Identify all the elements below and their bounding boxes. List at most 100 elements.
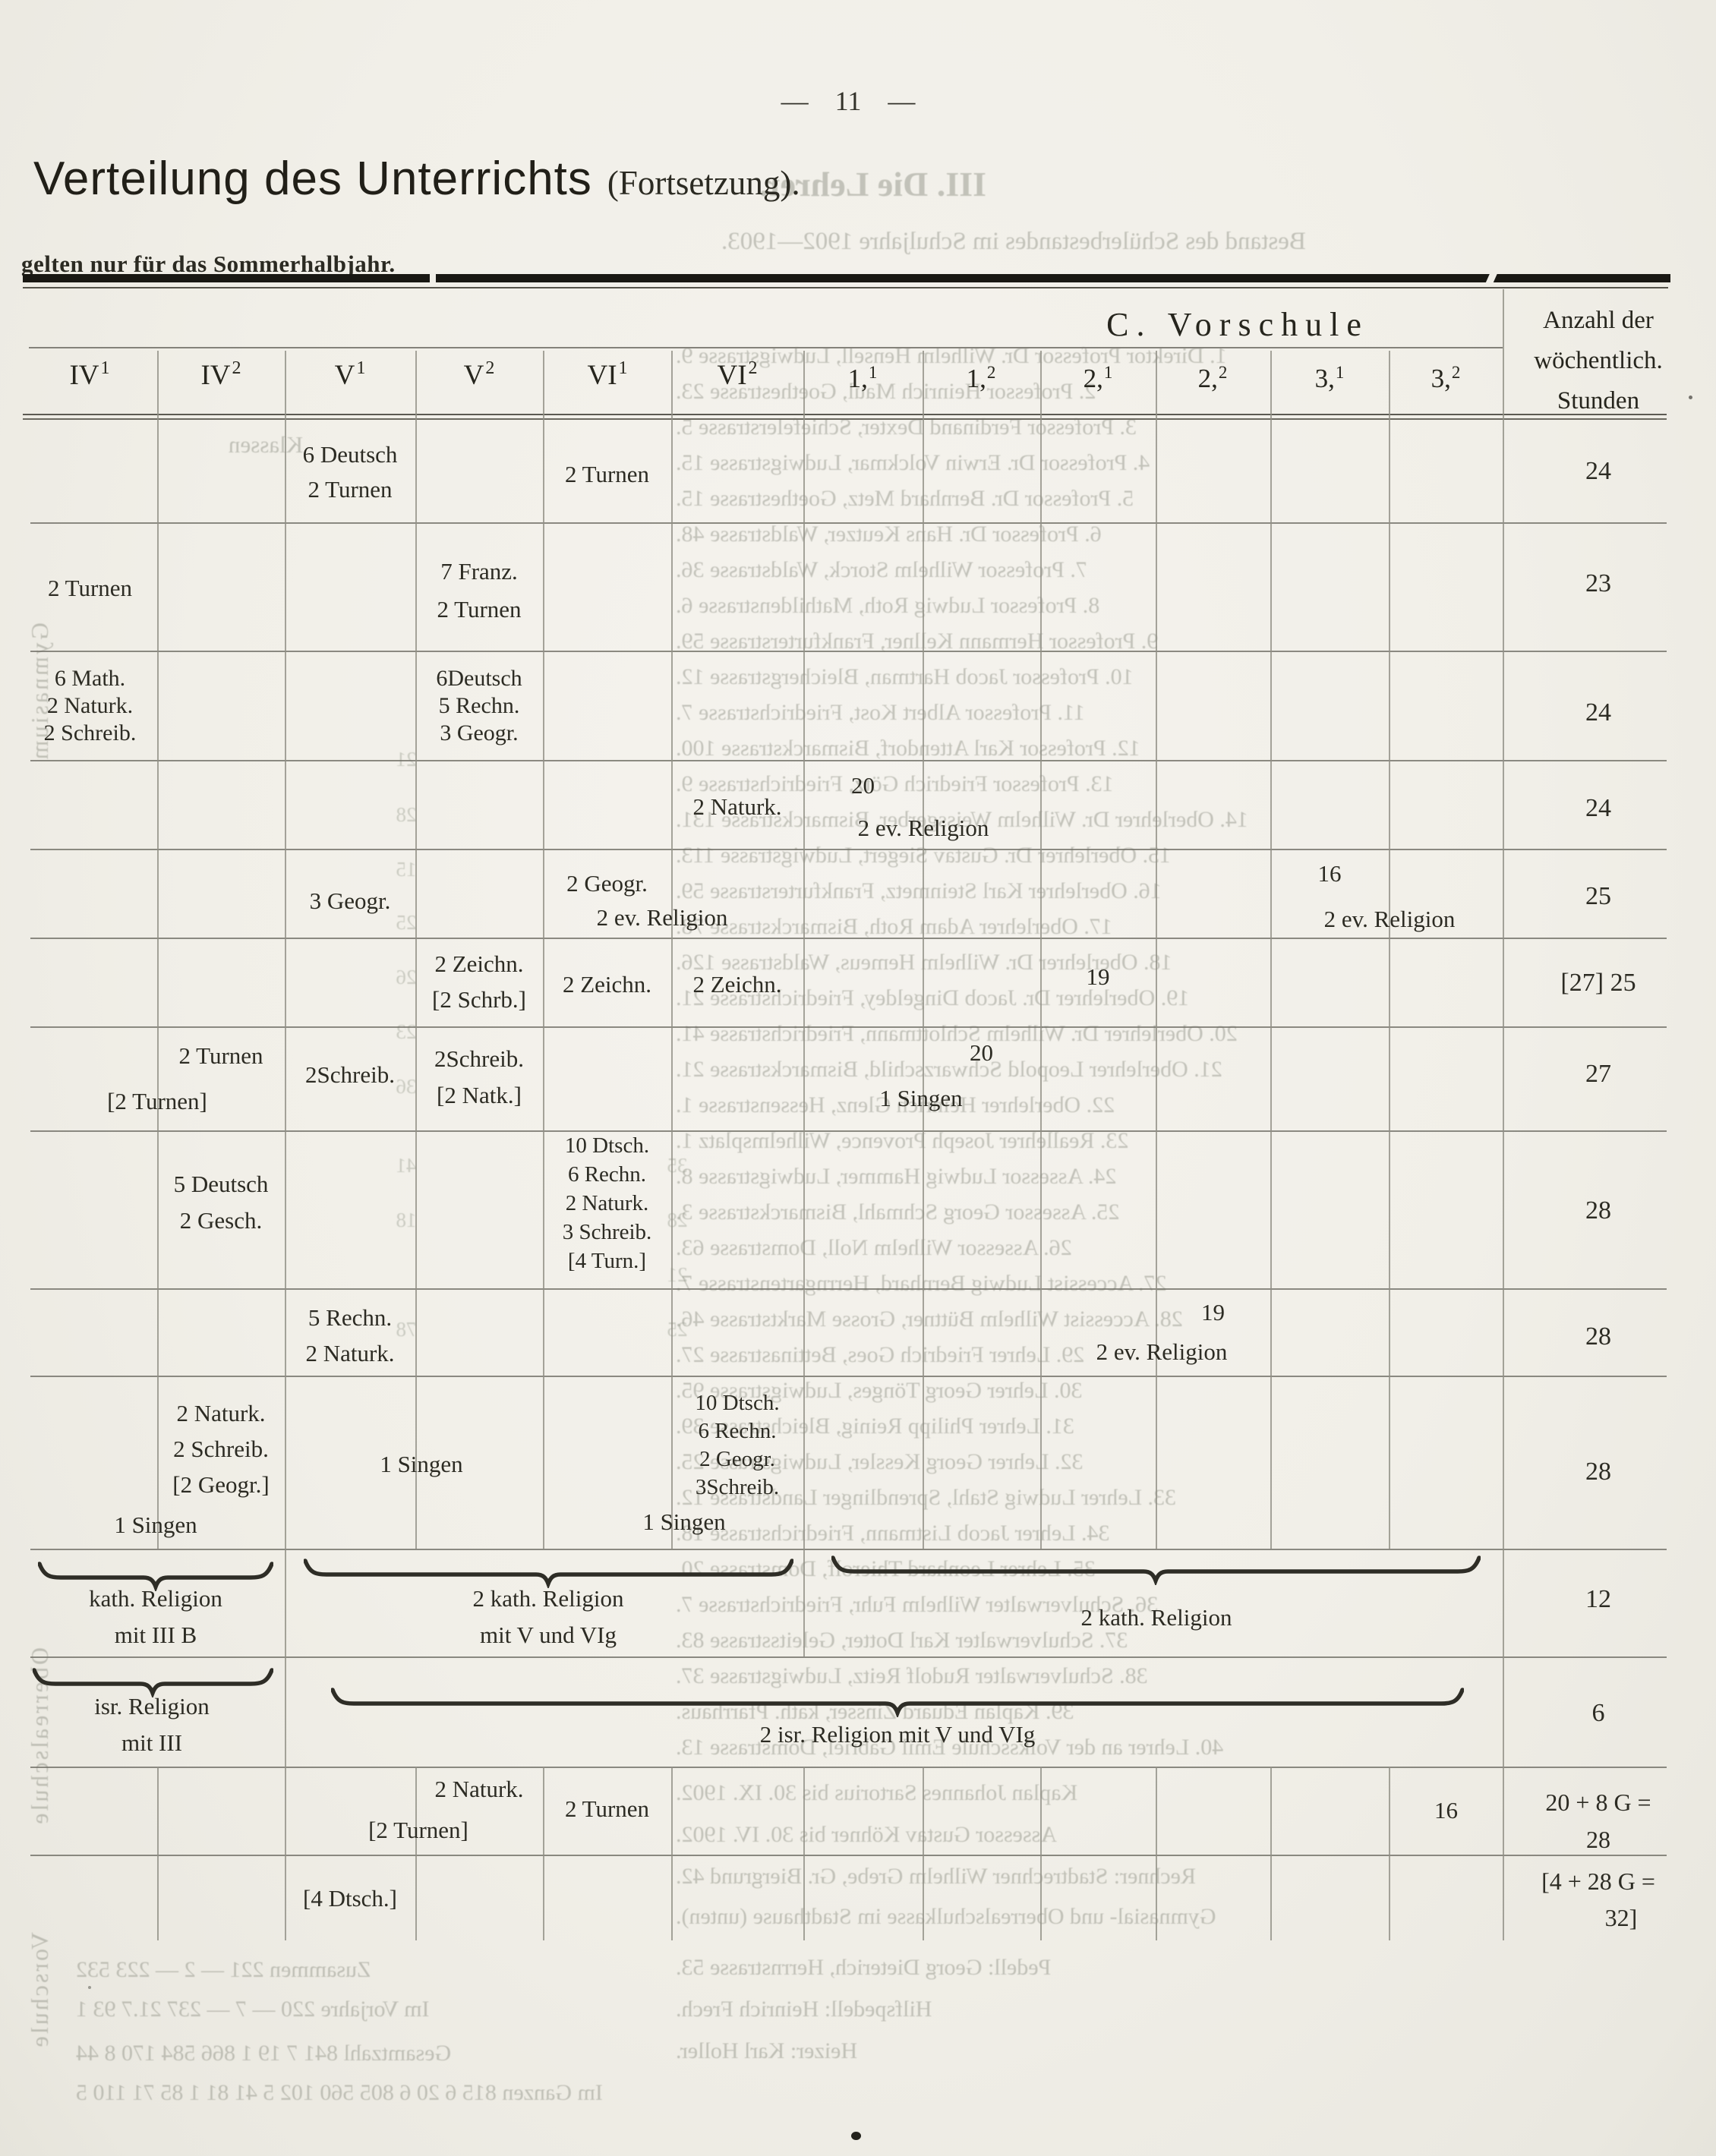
- column-header-iv1: IV1: [69, 358, 110, 391]
- cell-row7-v1: 2Schreib.: [305, 1061, 395, 1088]
- hours-row8: 28: [1585, 1196, 1611, 1225]
- cell-row6-count: 19: [1086, 963, 1110, 990]
- row-separator: [30, 760, 1667, 761]
- bleed-through-text: 31. Lehrer Philipp Reinig, Bleichstrasse…: [676, 1414, 1074, 1439]
- row-separator: [30, 849, 1667, 850]
- hours-row9: 28: [1585, 1322, 1611, 1351]
- column-header-v2: V2: [463, 358, 495, 391]
- hours-row14-line1: [4 + 28 G =: [1541, 1868, 1655, 1895]
- cell-row10-singen-vi: 1 Singen: [642, 1508, 726, 1535]
- table-top-rule: [23, 274, 1670, 282]
- row-separator: [30, 522, 1667, 524]
- bleed-through-text: Bestand des Schülerbestandes im Schuljah…: [721, 228, 1306, 255]
- cell-row8-vi1: 10 Dtsch. 6 Rechn. 2 Naturk. 3 Schreib. [4 T…: [562, 1133, 652, 1273]
- column-header-vi1: VI1: [587, 358, 628, 391]
- bleed-through-text: 23. Reallehrer Joseph Provence, Wilhelms…: [676, 1128, 1129, 1153]
- bleed-through-text: Im Vorjahre 220 — 7 — 237 21.7 93 1: [76, 1997, 430, 2022]
- row-separator: [30, 1026, 1667, 1028]
- cell-row13-v2: 2 Naturk.: [434, 1776, 524, 1802]
- cell-row4-count: 20: [851, 772, 875, 799]
- cell-row13-count: 16: [1434, 1797, 1458, 1823]
- cell-row8-iv2: 5 Deutsch 2 Gesch.: [173, 1171, 269, 1234]
- cell-row10-singen-v: 1 Singen: [380, 1451, 463, 1477]
- column-header-1-1: 1,1: [847, 363, 878, 393]
- row-separator: [30, 1549, 1667, 1550]
- bleed-through-text: 10. Professor Jacob Hartman, Bleichergst…: [676, 664, 1134, 689]
- cell-row7-iv-span: [2 Turnen]: [107, 1088, 207, 1114]
- bleed-through-text: Im Ganzen 815 6 20 6 805 560 102 5 41 81…: [76, 2080, 603, 2105]
- cell-row9-religion: 2 ev. Religion: [1096, 1338, 1228, 1365]
- subtitle: gelten nur für das Sommerhalbjahr.: [21, 251, 396, 277]
- column-divider: [923, 1767, 924, 1940]
- hours-row2: 23: [1585, 569, 1611, 597]
- bleed-through-text: 6. Professor Dr. Hans Keutzer, Waldstras…: [676, 522, 1102, 547]
- bleed-through-text: 28: [396, 803, 417, 826]
- cell-row13-v-span: [2 Turnen]: [368, 1817, 468, 1843]
- cell-row6-vi2: 2 Zeichn.: [692, 971, 782, 998]
- bleed-through-text: 27. Accessist Ludwig Bernhard, Herrngart…: [676, 1271, 1167, 1296]
- row-separator: [30, 1656, 1667, 1658]
- column-header-1-2: 1,2: [966, 363, 996, 393]
- cell-kath-religion-right: 2 kath. Religion: [1080, 1604, 1232, 1631]
- brace-kath-religion-right: [831, 1556, 1481, 1585]
- cell-row5-v1: 3 Geogr.: [309, 887, 391, 914]
- row-separator: [30, 1288, 1667, 1290]
- scan-artifact: [430, 273, 436, 283]
- hours-row3: 24: [1585, 698, 1611, 727]
- brace-isr-religion-left: [33, 1668, 273, 1697]
- hours-row14-line2: 32]: [1604, 1904, 1638, 1931]
- column-header-vi2: VI2: [717, 358, 758, 391]
- column-divider: [803, 1767, 805, 1940]
- hours-row1: 24: [1585, 457, 1611, 485]
- cell-row9-v1: 5 Rechn. 2 Naturk.: [305, 1304, 395, 1366]
- bleed-through-text: 30. Lehrer Georg Tönges, Ludwigstrasse 9…: [676, 1378, 1083, 1403]
- bleed-through-text: 20. Oberlehrer Dr. Wilhelm Schlottmann, …: [676, 1021, 1238, 1046]
- cell-row10-singen-iv: 1 Singen: [114, 1511, 197, 1538]
- column-divider: [415, 351, 417, 1549]
- row-separator: [30, 651, 1667, 652]
- group-header-vorschule: C. Vorschule: [1106, 306, 1369, 343]
- hours-row4: 24: [1585, 794, 1611, 822]
- cell-row2-v2: 7 Franz. 2 Turnen: [437, 558, 522, 623]
- vorschule-underline: [29, 347, 1503, 348]
- page-title: Verteilung des Unterrichts (Fortsetzung)…: [33, 152, 800, 206]
- cell-row6-v2: 2 Zeichn. [2 Schrb.]: [432, 950, 526, 1013]
- hours-header-line: Anzahl der: [1543, 307, 1654, 334]
- column-divider: [671, 1767, 673, 1940]
- column-divider: [1389, 1767, 1390, 1940]
- cell-row5-religion-right: 2 ev. Religion: [1323, 906, 1456, 932]
- column-divider: [1156, 1767, 1157, 1940]
- brace-isr-religion-right: [331, 1688, 1464, 1717]
- column-divider: [285, 351, 286, 1940]
- cell-row2-iv1: 2 Turnen: [47, 575, 133, 601]
- column-divider: [543, 351, 544, 1549]
- cell-row14-v1: [4 Dtsch.]: [303, 1885, 397, 1912]
- column-header-2-1: 2,1: [1083, 363, 1113, 393]
- column-divider: [1503, 289, 1504, 1940]
- cell-row4-vi2: 2 Naturk.: [692, 793, 782, 820]
- cell-row1-vi1: 2 Turnen: [564, 461, 650, 487]
- bleed-through-text: Gesamtzahl 841 7 19 1 866 584 170 8 44: [76, 2041, 452, 2066]
- row-separator: [30, 1130, 1667, 1132]
- hours-row6: [27] 25: [1560, 969, 1636, 997]
- column-header-3-2: 3,2: [1431, 363, 1461, 393]
- cell-row10-vi2: 10 Dtsch. 6 Rechn. 2 Geogr. 3Schreib.: [695, 1391, 780, 1499]
- cell-isr-religion-right: 2 isr. Religion mit V und VIg: [759, 1721, 1036, 1748]
- hours-row12: 6: [1591, 1699, 1605, 1727]
- header-bottom-rule: [23, 414, 1667, 415]
- column-divider: [543, 1767, 544, 1940]
- cell-row5-count: 16: [1317, 860, 1342, 887]
- cell-row3-v2: 6Deutsch 5 Rechn. 3 Geogr.: [436, 666, 522, 745]
- hours-column-header: Anzahl der wöchentlich. Stunden: [1507, 301, 1689, 421]
- bleed-through-text: 24. Assessor Ludwig Hammer, Ludwigstrass…: [676, 1164, 1117, 1189]
- column-divider: [157, 1767, 159, 1940]
- hours-row7: 27: [1585, 1060, 1611, 1088]
- cell-row7-singen: 1 Singen: [879, 1085, 963, 1111]
- brace-kath-religion-left: [38, 1562, 273, 1591]
- column-header-iv2: IV2: [200, 358, 241, 391]
- bleed-through-text: Zusammen 221 — 2 — 223 532: [76, 1957, 371, 1982]
- cell-row7-count: 20: [970, 1039, 993, 1066]
- column-divider: [1040, 351, 1042, 1549]
- column-divider: [1389, 351, 1390, 1549]
